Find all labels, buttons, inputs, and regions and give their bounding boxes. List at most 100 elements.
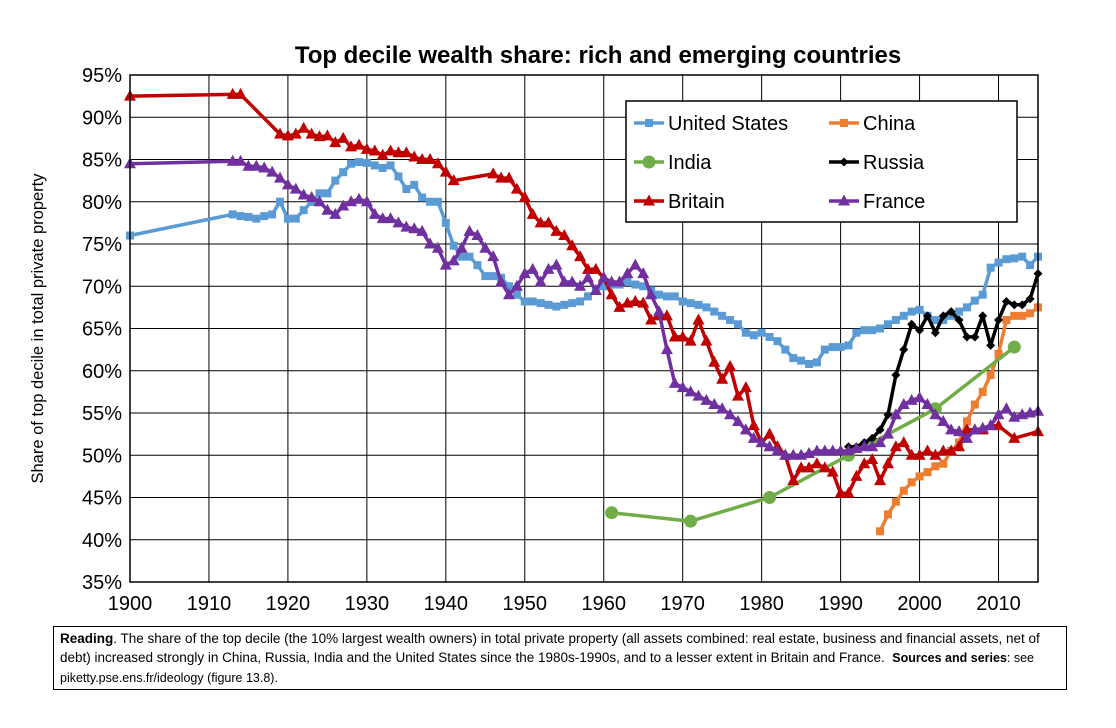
data-point-britain xyxy=(416,153,429,164)
data-point-britain xyxy=(803,461,816,473)
y-tick-label: 90% xyxy=(82,107,122,129)
data-point-britain xyxy=(842,486,855,498)
data-point-britain xyxy=(889,440,902,452)
data-point-britain xyxy=(913,448,926,460)
data-point-britain xyxy=(566,239,579,251)
data-point-united-states xyxy=(441,218,450,227)
data-point-britain xyxy=(818,461,831,473)
data-point-britain xyxy=(408,150,421,162)
data-point-britain xyxy=(234,87,247,99)
reading-note: Reading. The share of the top decile (th… xyxy=(53,626,1067,690)
data-point-united-states xyxy=(244,212,253,221)
data-point-britain xyxy=(905,448,918,460)
data-point-united-states xyxy=(639,282,648,291)
sources-label: Sources and series xyxy=(892,651,1007,665)
data-point-united-states xyxy=(552,302,561,311)
data-point-united-states xyxy=(820,345,829,354)
data-point-united-states xyxy=(481,272,490,281)
x-tick-label: 1980 xyxy=(739,593,784,615)
y-tick-label: 65% xyxy=(82,319,122,341)
data-point-britain xyxy=(321,129,334,141)
data-point-china xyxy=(899,486,908,495)
data-point-china xyxy=(1002,316,1011,325)
data-point-france xyxy=(889,408,902,420)
data-point-united-states xyxy=(931,316,940,325)
data-point-britain xyxy=(424,153,437,164)
data-point-britain xyxy=(684,334,697,346)
data-point-russia xyxy=(899,345,909,355)
data-point-russia xyxy=(922,311,932,321)
data-point-united-states xyxy=(749,331,758,340)
data-point-france xyxy=(653,305,666,317)
data-point-britain xyxy=(795,461,808,473)
data-point-united-states xyxy=(899,311,908,320)
data-point-united-states xyxy=(323,189,332,198)
legend-swatch-marker xyxy=(643,194,655,206)
data-point-britain xyxy=(502,171,515,183)
data-point-france xyxy=(281,178,294,190)
data-point-france xyxy=(984,419,997,431)
data-point-france xyxy=(771,444,784,456)
data-point-britain xyxy=(881,457,894,469)
data-point-china xyxy=(986,370,995,379)
data-point-france xyxy=(716,402,729,414)
data-point-united-states xyxy=(512,290,521,299)
legend-label-china: China xyxy=(863,113,916,135)
data-point-china xyxy=(1026,309,1035,318)
data-point-united-states xyxy=(339,168,348,177)
data-point-britain xyxy=(874,474,887,486)
data-point-china xyxy=(978,387,987,396)
data-point-britain xyxy=(637,296,650,308)
data-point-united-states xyxy=(876,324,885,333)
data-point-france xyxy=(289,182,302,194)
data-point-united-states xyxy=(883,320,892,329)
data-point-united-states xyxy=(276,197,285,206)
data-point-united-states xyxy=(702,303,711,312)
data-point-britain xyxy=(518,191,531,203)
data-point-france xyxy=(960,431,973,443)
data-point-russia xyxy=(994,315,1004,325)
data-point-france xyxy=(724,408,737,420)
data-point-france xyxy=(566,275,579,287)
data-point-united-states xyxy=(576,297,585,306)
data-point-united-states xyxy=(599,282,608,291)
data-point-france xyxy=(384,212,397,224)
data-point-france xyxy=(574,279,587,291)
data-point-france xyxy=(897,398,910,410)
data-point-russia xyxy=(867,433,877,443)
data-point-france xyxy=(992,408,1005,420)
data-point-united-states xyxy=(568,299,577,308)
data-point-united-states xyxy=(718,311,727,320)
data-point-britain xyxy=(866,452,879,464)
data-point-britain xyxy=(953,440,966,452)
data-point-britain xyxy=(376,148,389,160)
data-point-united-states xyxy=(631,280,640,289)
data-point-britain xyxy=(716,372,729,384)
data-point-united-states xyxy=(426,197,435,206)
data-point-united-states xyxy=(370,161,379,170)
x-tick-label: 1900 xyxy=(108,593,153,615)
data-point-russia xyxy=(907,319,917,329)
data-point-france xyxy=(660,343,673,355)
data-point-britain xyxy=(352,138,365,150)
data-point-france xyxy=(297,188,310,200)
data-point-britain xyxy=(992,419,1005,431)
data-point-britain xyxy=(574,250,587,262)
data-point-france xyxy=(708,398,721,410)
data-point-russia xyxy=(1025,294,1035,304)
data-point-france xyxy=(274,171,287,183)
y-axis-label: Share of top decile in total private pro… xyxy=(29,173,47,484)
data-point-britain xyxy=(921,444,934,456)
data-point-france xyxy=(929,408,942,420)
data-point-britain xyxy=(305,127,318,139)
data-point-france xyxy=(400,220,413,232)
data-point-united-states xyxy=(733,320,742,329)
data-point-united-states xyxy=(1002,255,1011,264)
reading-label: Reading xyxy=(60,631,114,646)
data-point-britain xyxy=(360,142,373,154)
data-point-united-states xyxy=(836,343,845,352)
data-point-britain xyxy=(542,216,555,228)
data-point-france xyxy=(250,159,263,171)
data-point-united-states xyxy=(1018,252,1027,261)
data-point-china xyxy=(939,459,948,468)
